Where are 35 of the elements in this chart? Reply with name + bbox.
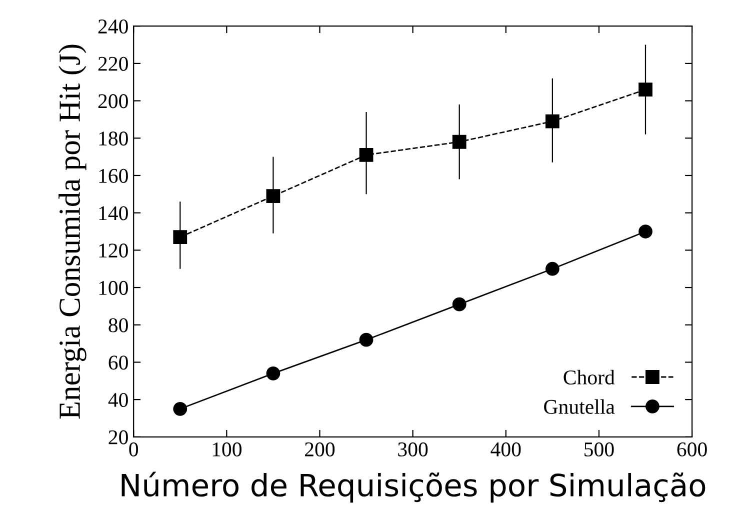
x-tick-label: 200 xyxy=(305,442,335,456)
x-axis-title: Número de Requisições por Simulação xyxy=(122,472,706,503)
point xyxy=(359,148,374,162)
y-tick-label: 240 xyxy=(98,19,128,34)
x-tick-label: 400 xyxy=(490,442,521,456)
y-tick-label: 220 xyxy=(98,56,128,71)
point xyxy=(173,402,188,416)
x-tick-label: 500 xyxy=(584,442,614,456)
x-tick-label: 100 xyxy=(212,442,242,456)
y-tick-label: 20 xyxy=(108,430,128,444)
point xyxy=(173,230,188,244)
y-tick-label: 140 xyxy=(99,206,128,220)
point xyxy=(452,134,466,149)
point xyxy=(266,366,280,380)
y-tick-label: 100 xyxy=(99,280,128,295)
point xyxy=(266,189,280,203)
y-tick-label: 40 xyxy=(108,392,128,407)
x-tick-label: 600 xyxy=(677,442,707,456)
point xyxy=(452,297,466,312)
point xyxy=(545,262,560,276)
x-tick-label: 300 xyxy=(398,442,428,456)
y-tick-label: 160 xyxy=(99,168,128,183)
y-tick-label: 180 xyxy=(99,132,128,146)
point xyxy=(638,224,652,238)
point xyxy=(638,82,652,97)
legend-label: Gnutella xyxy=(544,399,615,414)
y-axis-title: Energia Consumida por Hit (J) xyxy=(58,44,86,419)
y-tick-label: 120 xyxy=(99,244,128,258)
y-tick-label: 80 xyxy=(108,318,128,332)
y-tick-label: 200 xyxy=(98,94,128,108)
point xyxy=(359,332,374,347)
x-tick-label: 0 xyxy=(129,442,138,456)
legend-label: Chord xyxy=(564,370,615,384)
point xyxy=(545,114,560,128)
y-tick-label: 60 xyxy=(108,356,128,370)
